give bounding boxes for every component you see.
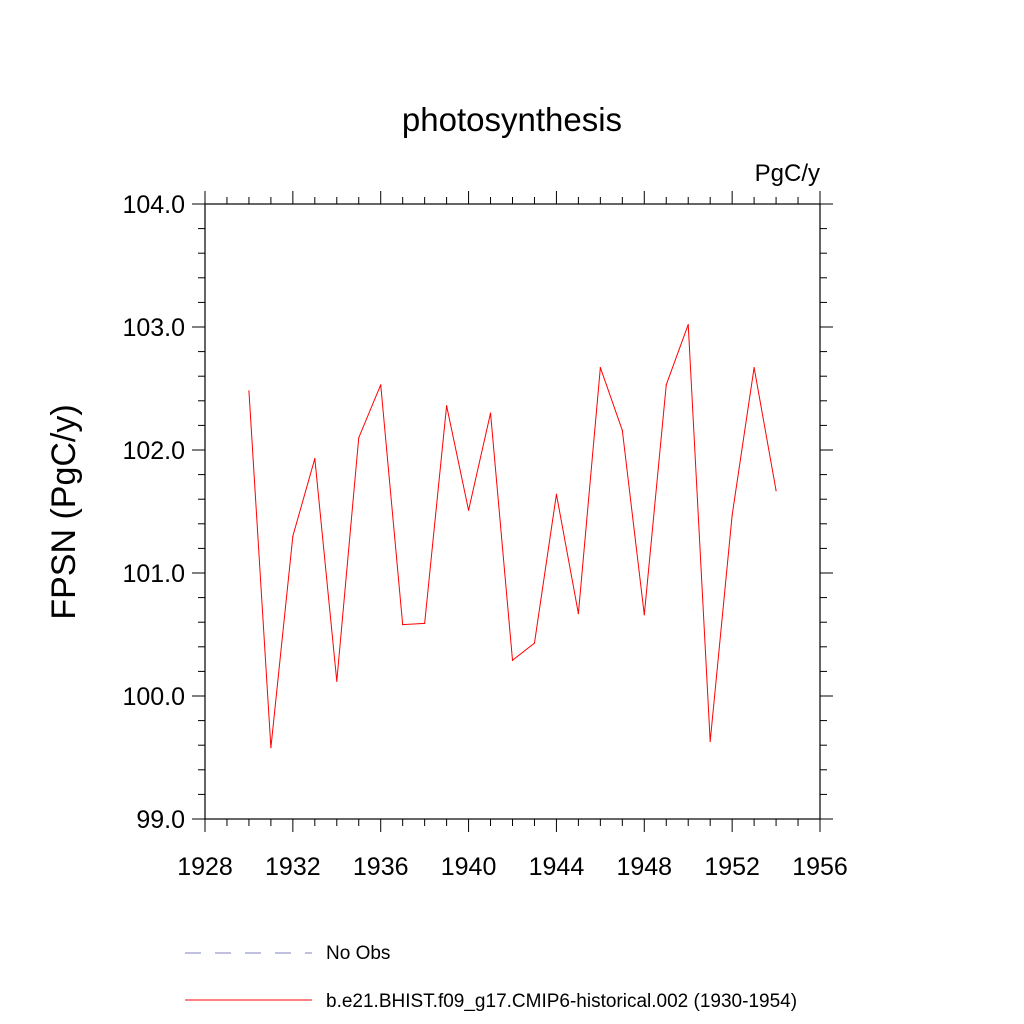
data-point xyxy=(731,514,733,516)
y-tick-label: 103.0 xyxy=(122,314,185,342)
data-point xyxy=(314,458,316,460)
data-point xyxy=(753,366,755,369)
data-point xyxy=(577,612,579,615)
y-axis-label: FPSN (PgC/y) xyxy=(45,404,83,619)
data-point xyxy=(709,740,711,743)
y-tick-label: 101.0 xyxy=(122,560,185,588)
data-point xyxy=(775,489,777,492)
y-tick-label: 104.0 xyxy=(122,191,185,219)
y-tick-label: 102.0 xyxy=(122,437,185,465)
data-point xyxy=(270,747,272,749)
x-tick-label: 1944 xyxy=(529,853,585,881)
units-label: PgC/y xyxy=(755,160,820,187)
data-point xyxy=(402,624,404,626)
chart-title: photosynthesis xyxy=(402,101,622,138)
data-point xyxy=(489,412,492,414)
data-point xyxy=(533,642,536,644)
data-point xyxy=(424,622,426,625)
x-tick-label: 1928 xyxy=(177,853,233,881)
data-point xyxy=(643,614,645,616)
legend-label-historical: b.e21.BHIST.f09_g17.CMIP6-historical.002… xyxy=(326,991,797,1012)
series-layer xyxy=(248,323,777,749)
y-axis-ticks: 99.0 100.0 101.0 102.0 103.0 104.0 xyxy=(122,191,833,834)
y-tick-label: 100.0 xyxy=(122,683,185,711)
x-tick-label: 1956 xyxy=(792,853,848,881)
y-tick-label: 99.0 xyxy=(136,806,185,834)
data-point xyxy=(555,493,558,495)
legend-label-no-obs: No Obs xyxy=(326,943,390,964)
x-tick-label: 1932 xyxy=(265,853,321,881)
data-point xyxy=(446,405,448,407)
data-point xyxy=(292,535,294,537)
x-tick-label: 1948 xyxy=(616,853,672,881)
data-point xyxy=(687,323,689,326)
x-tick-label: 1952 xyxy=(704,853,760,881)
x-axis-ticks: 1928 1932 1936 1940 1944 1948 1952 1956 xyxy=(177,191,848,881)
data-point xyxy=(665,384,667,386)
data-point xyxy=(358,437,360,439)
data-point xyxy=(336,680,338,682)
legend: No Obs b.e21.BHIST.f09_g17.CMIP6-histori… xyxy=(185,943,797,1012)
data-point xyxy=(380,384,382,386)
series-line xyxy=(248,324,777,748)
data-point xyxy=(467,509,470,511)
x-tick-label: 1940 xyxy=(441,853,497,881)
data-point xyxy=(511,659,514,661)
plot-frame xyxy=(204,203,821,820)
data-point xyxy=(599,366,601,369)
x-tick-label: 1936 xyxy=(353,853,409,881)
data-point xyxy=(621,429,623,431)
data-point xyxy=(248,390,250,392)
